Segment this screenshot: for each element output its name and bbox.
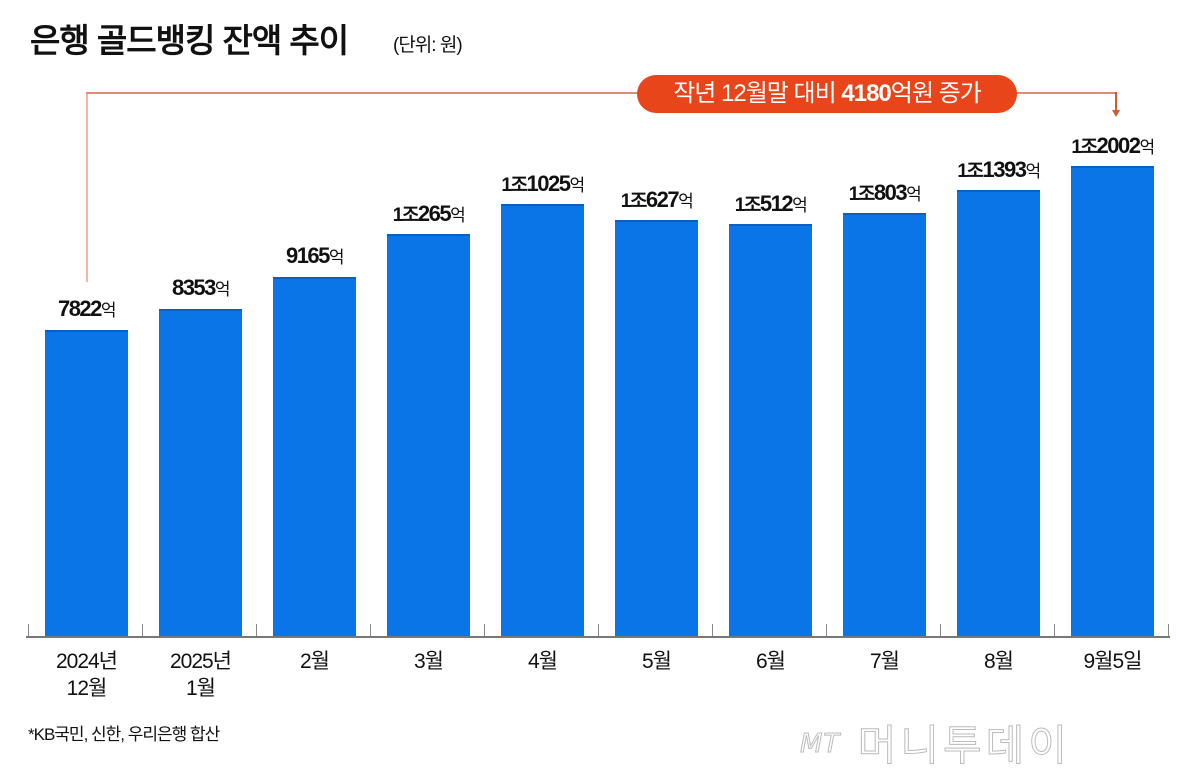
x-tick-label: 2월 (258, 648, 372, 675)
label-number: 7822 (57, 296, 102, 321)
bar-value-label: 7822억 (7, 296, 167, 322)
watermark-mt: MT (799, 729, 841, 760)
label-suffix: 억 (328, 248, 345, 267)
increase-callout: 작년 12월말 대비 4180억원 증가 (637, 75, 1017, 113)
label-prefix: 1조 (1071, 137, 1098, 158)
bar (273, 277, 356, 636)
label-suffix: 억 (1025, 162, 1041, 181)
label-prefix: 1조 (501, 175, 528, 196)
connector-end-line (1115, 92, 1117, 112)
x-axis-tick (598, 624, 599, 637)
x-tick-label: 6월 (714, 648, 828, 675)
x-tick-line1: 2월 (300, 650, 330, 673)
x-tick-label: 2024년 12월 (30, 648, 144, 702)
label-prefix: 1조 (734, 195, 762, 216)
label-number: 2002 (1096, 133, 1140, 158)
x-axis-tick (1054, 624, 1055, 637)
bar-value-label: 1조512억 (691, 190, 851, 217)
x-tick-line2: 12월 (66, 677, 108, 700)
watermark-name: 머니투데이 (857, 721, 1071, 771)
label-prefix: 1조 (848, 184, 876, 205)
callout-prefix: 작년 12월말 대비 (673, 80, 842, 107)
x-tick-label: 5월 (600, 648, 714, 675)
watermark-logo: MT 머니투데이 (799, 712, 1071, 773)
bar (45, 330, 128, 636)
connector-right-line (1016, 92, 1116, 94)
callout-suffix: 억원 증가 (890, 80, 982, 107)
connector-start-line (86, 92, 88, 282)
x-tick-label: 8월 (942, 648, 1056, 675)
x-axis-tick (826, 624, 827, 637)
x-axis-tick (1168, 624, 1169, 637)
x-tick-line1: 4월 (528, 650, 558, 673)
label-suffix: 억 (450, 206, 466, 225)
label-suffix: 억 (1139, 138, 1155, 157)
label-number: 803 (873, 180, 908, 205)
x-axis-tick (370, 624, 371, 637)
callout-highlight: 4180 (841, 80, 891, 107)
x-tick-line1: 3월 (414, 650, 444, 673)
x-tick-line2: 1월 (186, 677, 216, 700)
label-prefix: 1조 (957, 161, 984, 182)
bar (843, 213, 926, 636)
x-tick-line1: 9월5일 (1083, 650, 1143, 673)
bar-value-label: 1조1393억 (919, 156, 1079, 183)
x-tick-line1: 5월 (642, 650, 672, 673)
x-axis-tick (142, 624, 143, 637)
arrow-down-icon (1112, 110, 1120, 117)
bar (729, 224, 812, 636)
label-suffix: 억 (678, 192, 694, 211)
label-prefix: 1조 (620, 191, 648, 212)
x-tick-label: 7월 (828, 648, 942, 675)
label-number: 1025 (526, 171, 570, 196)
x-tick-label: 4월 (486, 648, 600, 675)
bar-value-label: 1조627억 (577, 186, 737, 213)
bar (957, 190, 1040, 636)
label-number: 265 (417, 201, 452, 226)
bar (387, 234, 470, 636)
bar (1071, 166, 1154, 636)
bar-value-label: 1조2002억 (1033, 132, 1193, 159)
bar (615, 220, 698, 636)
label-suffix: 억 (792, 196, 808, 215)
x-axis (26, 636, 1170, 638)
label-suffix: 억 (569, 176, 585, 195)
bar (501, 204, 584, 636)
x-tick-label: 2025년 1월 (144, 648, 258, 702)
x-axis-tick (484, 624, 485, 637)
connector-left-line (86, 92, 638, 94)
label-number: 1393 (982, 157, 1026, 182)
label-number: 512 (759, 191, 794, 216)
label-number: 627 (645, 187, 680, 212)
bar-value-label: 9165억 (235, 243, 395, 269)
footnote: *KB국민, 신한, 우리은행 합산 (28, 725, 220, 744)
bar-value-label: 1조803억 (805, 179, 965, 206)
x-tick-label: 3월 (372, 648, 486, 675)
label-number: 8353 (171, 275, 216, 300)
x-axis-tick (940, 624, 941, 637)
x-axis-tick (712, 624, 713, 637)
x-tick-line1: 6월 (756, 650, 786, 673)
x-tick-label: 9월5일 (1056, 648, 1170, 675)
x-axis-tick (256, 624, 257, 637)
x-tick-line1: 8월 (984, 650, 1014, 673)
bar (159, 309, 242, 636)
bar-value-label: 1조265억 (349, 200, 509, 227)
label-prefix: 1조 (392, 205, 420, 226)
bar-value-label: 8353억 (121, 275, 281, 301)
label-suffix: 억 (100, 301, 117, 320)
chart-title: 은행 골드뱅킹 잔액 추이 (30, 22, 349, 59)
unit-label: (단위: 원) (393, 35, 463, 56)
label-suffix: 억 (906, 185, 922, 204)
x-tick-line1: 7월 (870, 650, 900, 673)
x-tick-line1: 2025년 (169, 650, 232, 673)
label-suffix: 억 (214, 280, 231, 299)
x-tick-line1: 2024년 (55, 650, 118, 673)
bar-value-label: 1조1025억 (463, 170, 623, 197)
x-axis-tick (28, 624, 29, 637)
label-number: 9165 (285, 243, 330, 268)
